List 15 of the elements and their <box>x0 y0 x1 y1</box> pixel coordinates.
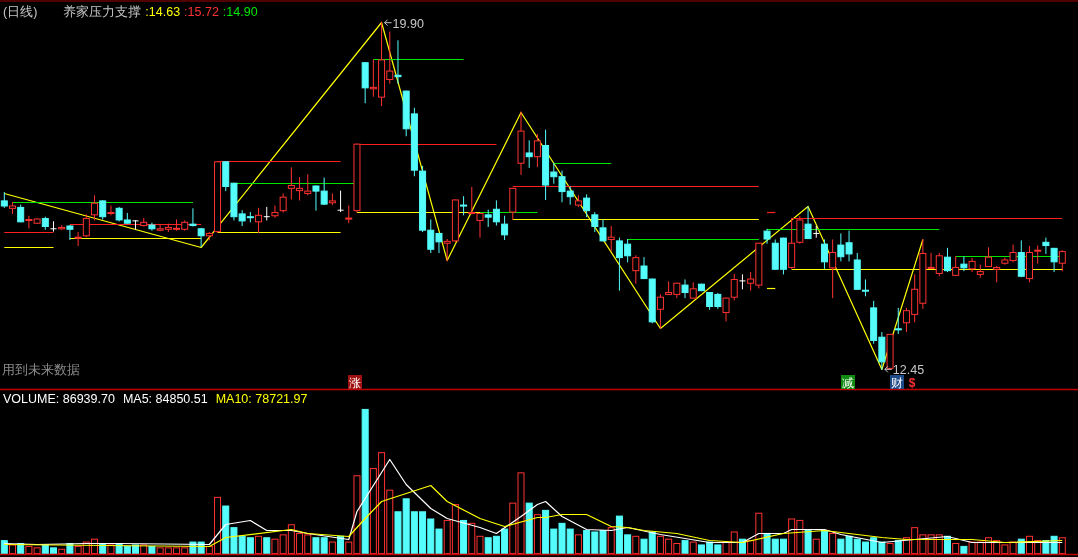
text: :15.72 <box>184 5 219 19</box>
text: 减 <box>842 376 854 390</box>
text: :14.63 <box>145 5 181 19</box>
annotation: 19.90 <box>392 16 424 31</box>
chart-title: VOLUME: 86939.70 <box>3 392 115 406</box>
text: $ <box>908 376 916 390</box>
text: 财 <box>891 376 903 390</box>
text: MA5: 84850.51 <box>122 392 208 406</box>
annotation: 12.45 <box>892 363 925 378</box>
annotation: 用到未来数据 <box>2 363 80 377</box>
text: MA10: 78721.97 <box>215 392 308 406</box>
text: 涨 <box>349 376 361 390</box>
text: :14.90 <box>222 5 258 19</box>
chart-title: (日线) <box>3 5 38 19</box>
text: 养家压力支撑 <box>63 4 142 19</box>
